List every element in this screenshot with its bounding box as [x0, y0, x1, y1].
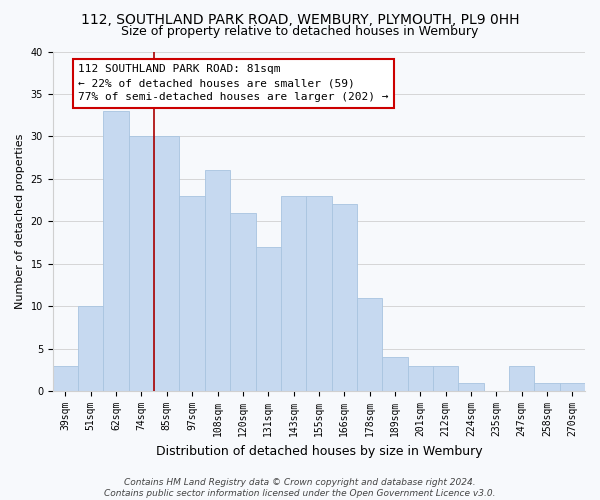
Bar: [357, 298, 382, 391]
Text: 112, SOUTHLAND PARK ROAD, WEMBURY, PLYMOUTH, PL9 0HH: 112, SOUTHLAND PARK ROAD, WEMBURY, PLYMO…: [81, 12, 519, 26]
Bar: [281, 196, 306, 391]
Bar: [509, 366, 535, 391]
Bar: [78, 306, 103, 391]
Text: Size of property relative to detached houses in Wembury: Size of property relative to detached ho…: [121, 25, 479, 38]
Y-axis label: Number of detached properties: Number of detached properties: [15, 134, 25, 309]
Text: Contains HM Land Registry data © Crown copyright and database right 2024.
Contai: Contains HM Land Registry data © Crown c…: [104, 478, 496, 498]
Bar: [560, 382, 585, 391]
Bar: [103, 111, 129, 391]
X-axis label: Distribution of detached houses by size in Wembury: Distribution of detached houses by size …: [155, 444, 482, 458]
Bar: [230, 213, 256, 391]
Bar: [256, 247, 281, 391]
Bar: [179, 196, 205, 391]
Bar: [53, 366, 78, 391]
Bar: [154, 136, 179, 391]
Bar: [458, 382, 484, 391]
Bar: [332, 204, 357, 391]
Bar: [382, 357, 407, 391]
Bar: [433, 366, 458, 391]
Bar: [129, 136, 154, 391]
Bar: [306, 196, 332, 391]
Bar: [407, 366, 433, 391]
Bar: [535, 382, 560, 391]
Text: 112 SOUTHLAND PARK ROAD: 81sqm
← 22% of detached houses are smaller (59)
77% of : 112 SOUTHLAND PARK ROAD: 81sqm ← 22% of …: [78, 64, 389, 102]
Bar: [205, 170, 230, 391]
